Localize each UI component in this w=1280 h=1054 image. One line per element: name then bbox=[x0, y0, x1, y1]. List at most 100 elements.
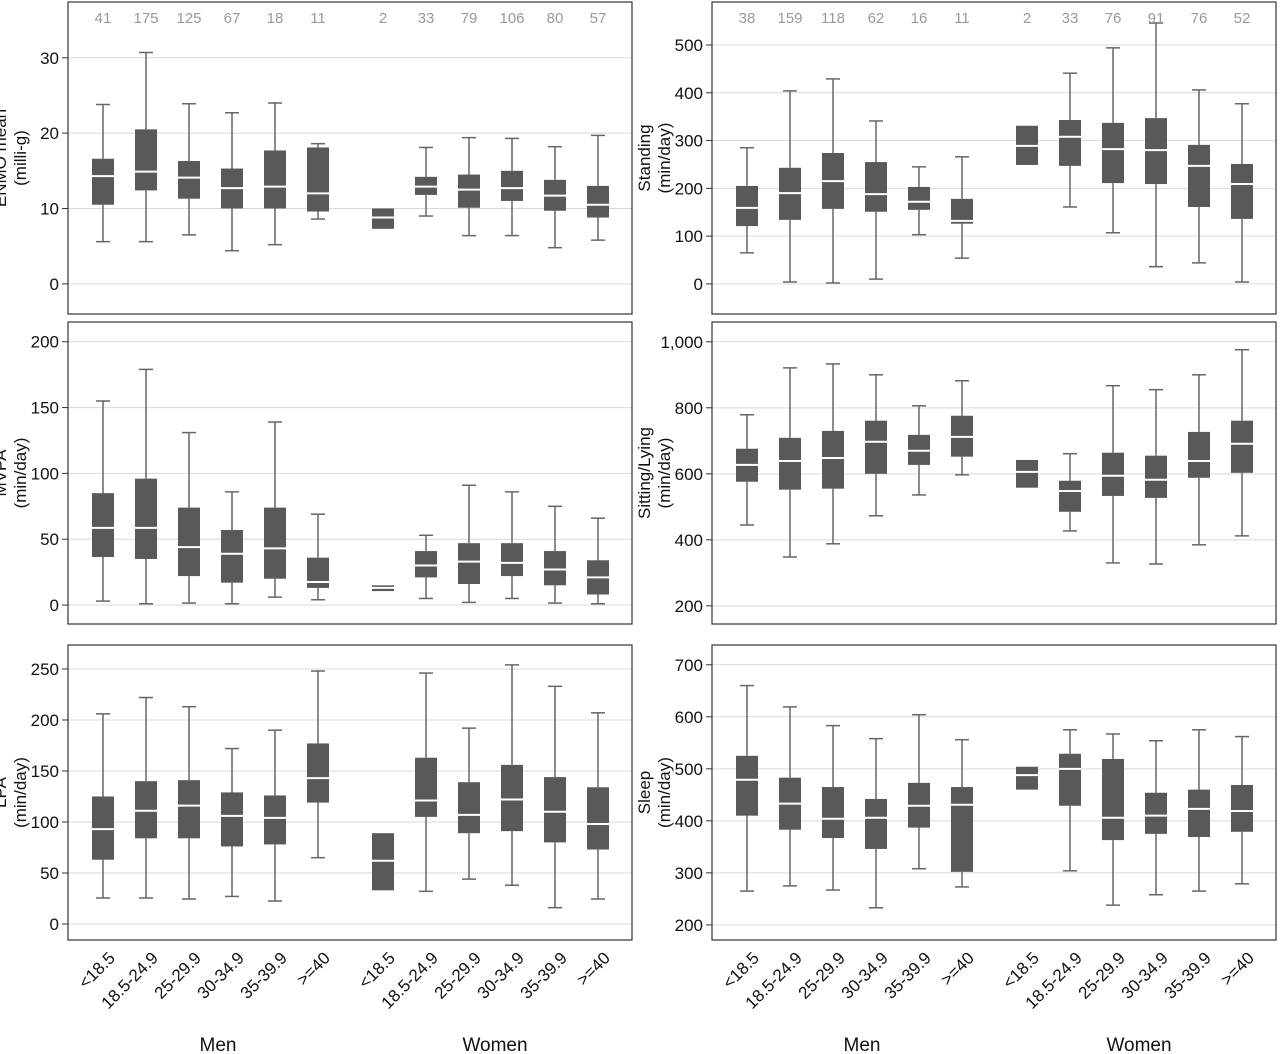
box bbox=[372, 833, 394, 891]
y-axis-label: Sitting/Lying bbox=[635, 427, 654, 519]
box bbox=[307, 147, 329, 212]
box bbox=[1145, 455, 1167, 498]
box bbox=[1059, 120, 1081, 166]
box bbox=[178, 507, 200, 577]
y-tick-label: 300 bbox=[675, 132, 703, 151]
box bbox=[1188, 144, 1210, 207]
y-axis-label: (min/day) bbox=[655, 123, 674, 194]
y-tick-label: 400 bbox=[675, 812, 703, 831]
box bbox=[865, 799, 887, 849]
y-tick-label: 500 bbox=[675, 36, 703, 55]
y-tick-label: 400 bbox=[675, 531, 703, 550]
y-tick-label: 200 bbox=[31, 333, 59, 352]
y-tick-label: 250 bbox=[31, 660, 59, 679]
y-tick-label: 20 bbox=[40, 124, 59, 143]
box bbox=[307, 743, 329, 803]
box bbox=[1145, 792, 1167, 834]
count-label: 18 bbox=[267, 10, 284, 27]
x-tick-label: 30-34.9 bbox=[194, 948, 248, 1002]
y-tick-label: 0 bbox=[694, 275, 703, 294]
y-tick-label: 200 bbox=[675, 916, 703, 935]
y-tick-label: 50 bbox=[40, 530, 59, 549]
group-label: Women bbox=[462, 1035, 527, 1054]
y-axis-label: (min/day) bbox=[11, 757, 30, 828]
box bbox=[221, 530, 243, 583]
box bbox=[587, 185, 609, 218]
box bbox=[135, 781, 157, 839]
count-label: 79 bbox=[461, 10, 478, 27]
y-tick-label: 150 bbox=[31, 762, 59, 781]
box bbox=[736, 755, 758, 816]
box bbox=[1059, 480, 1081, 512]
plot-frame bbox=[711, 1, 1277, 315]
count-label: 106 bbox=[499, 10, 524, 27]
y-axis-label: (min/day) bbox=[11, 438, 30, 509]
box bbox=[178, 780, 200, 839]
box bbox=[415, 757, 437, 817]
count-label: 33 bbox=[1062, 10, 1079, 27]
y-tick-label: 1,000 bbox=[660, 333, 703, 352]
count-label: 159 bbox=[777, 10, 802, 27]
y-tick-label: 400 bbox=[675, 84, 703, 103]
box bbox=[458, 543, 480, 584]
box bbox=[458, 174, 480, 208]
count-label: 57 bbox=[590, 10, 607, 27]
y-tick-label: 0 bbox=[50, 915, 59, 934]
box bbox=[1059, 753, 1081, 806]
box bbox=[264, 507, 286, 579]
box bbox=[908, 186, 930, 210]
box bbox=[1231, 163, 1253, 219]
y-axis-label: Sleep bbox=[635, 771, 654, 814]
box bbox=[587, 787, 609, 850]
box bbox=[307, 557, 329, 588]
box bbox=[865, 420, 887, 474]
x-tick-label: 25-29.9 bbox=[795, 948, 849, 1002]
y-tick-label: 0 bbox=[50, 596, 59, 615]
y-tick-label: 500 bbox=[675, 760, 703, 779]
x-tick-label: 35-39.9 bbox=[237, 948, 291, 1002]
box bbox=[1102, 758, 1124, 841]
count-label: 33 bbox=[418, 10, 435, 27]
count-label: 38 bbox=[739, 10, 756, 27]
group-label: Women bbox=[1106, 1035, 1171, 1054]
y-tick-label: 30 bbox=[40, 49, 59, 68]
box bbox=[1231, 784, 1253, 832]
count-label: 125 bbox=[176, 10, 201, 27]
x-tick-label: >=40 bbox=[937, 948, 978, 989]
count-label: 16 bbox=[911, 10, 928, 27]
box bbox=[1102, 122, 1124, 184]
plot-frame bbox=[67, 321, 633, 625]
x-tick-label: 25-29.9 bbox=[151, 948, 205, 1002]
count-label: 67 bbox=[224, 10, 241, 27]
y-tick-label: 150 bbox=[31, 399, 59, 418]
box bbox=[264, 150, 286, 209]
y-tick-label: 300 bbox=[675, 864, 703, 883]
x-tick-label: >=40 bbox=[573, 948, 614, 989]
box bbox=[822, 787, 844, 839]
box bbox=[135, 129, 157, 191]
box bbox=[501, 543, 523, 577]
y-tick-label: 100 bbox=[31, 464, 59, 483]
box bbox=[544, 551, 566, 586]
y-axis-label: (milli-g) bbox=[11, 130, 30, 186]
box bbox=[544, 777, 566, 843]
x-tick-label: 35-39.9 bbox=[881, 948, 935, 1002]
box bbox=[1231, 420, 1253, 473]
y-tick-label: 200 bbox=[675, 597, 703, 616]
box bbox=[458, 782, 480, 834]
count-label: 2 bbox=[1023, 10, 1031, 27]
y-tick-label: 600 bbox=[675, 708, 703, 727]
count-label: 11 bbox=[310, 10, 326, 27]
box bbox=[501, 170, 523, 201]
plot-frame bbox=[67, 1, 633, 315]
box bbox=[951, 787, 973, 872]
y-tick-label: 100 bbox=[31, 813, 59, 832]
count-label: 41 bbox=[95, 10, 112, 27]
y-axis-label: MVPA bbox=[0, 449, 10, 497]
y-axis-label: Standing bbox=[635, 124, 654, 191]
box bbox=[178, 161, 200, 199]
x-tick-label: 25-29.9 bbox=[431, 948, 485, 1002]
box bbox=[415, 551, 437, 578]
box bbox=[92, 158, 114, 205]
